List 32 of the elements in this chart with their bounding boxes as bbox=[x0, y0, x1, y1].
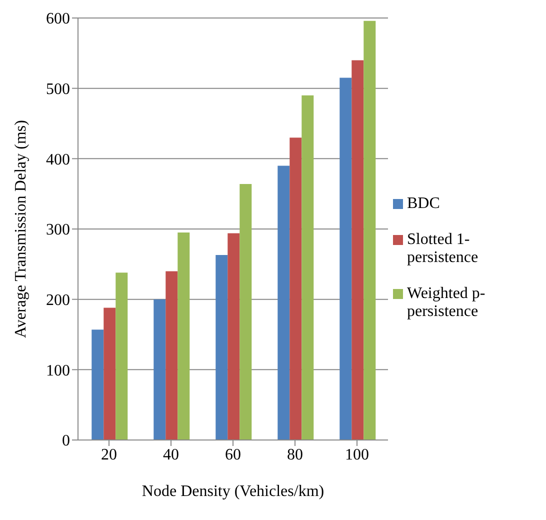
y-axis-title: Average Transmission Delay (ms) bbox=[12, 120, 30, 338]
bar bbox=[216, 255, 228, 440]
bar bbox=[116, 272, 128, 440]
x-axis-title: Node Density (Vehicles/km) bbox=[142, 483, 324, 500]
bar bbox=[154, 299, 166, 440]
bar bbox=[290, 138, 302, 440]
bar bbox=[352, 60, 364, 440]
x-tick-label: 80 bbox=[287, 446, 303, 464]
y-tick-label: 300 bbox=[46, 222, 70, 239]
x-tick-label: 20 bbox=[101, 446, 117, 464]
y-tick-label: 100 bbox=[46, 362, 70, 380]
y-tick-label: 0 bbox=[62, 432, 70, 450]
y-tick-label: 400 bbox=[46, 151, 70, 168]
bar bbox=[278, 166, 290, 440]
bar bbox=[178, 232, 190, 440]
bar bbox=[104, 308, 116, 440]
bar bbox=[92, 330, 104, 440]
x-tick-label: 100 bbox=[345, 446, 369, 464]
legend-label: Slotted 1-persistence bbox=[407, 231, 480, 267]
bar bbox=[166, 271, 178, 440]
x-tick-label: 60 bbox=[225, 446, 241, 464]
y-tick-label: 600 bbox=[46, 10, 70, 28]
legend-label: Weighted p-persistence bbox=[407, 285, 486, 321]
bar bbox=[228, 233, 240, 440]
bar bbox=[340, 78, 352, 440]
bar bbox=[240, 184, 252, 440]
bar bbox=[364, 20, 376, 440]
legend-label: BDC bbox=[407, 195, 441, 213]
x-tick-label: 40 bbox=[163, 446, 179, 464]
bar bbox=[302, 95, 314, 440]
y-tick-label: 500 bbox=[46, 81, 70, 98]
y-tick-label: 200 bbox=[46, 292, 70, 310]
